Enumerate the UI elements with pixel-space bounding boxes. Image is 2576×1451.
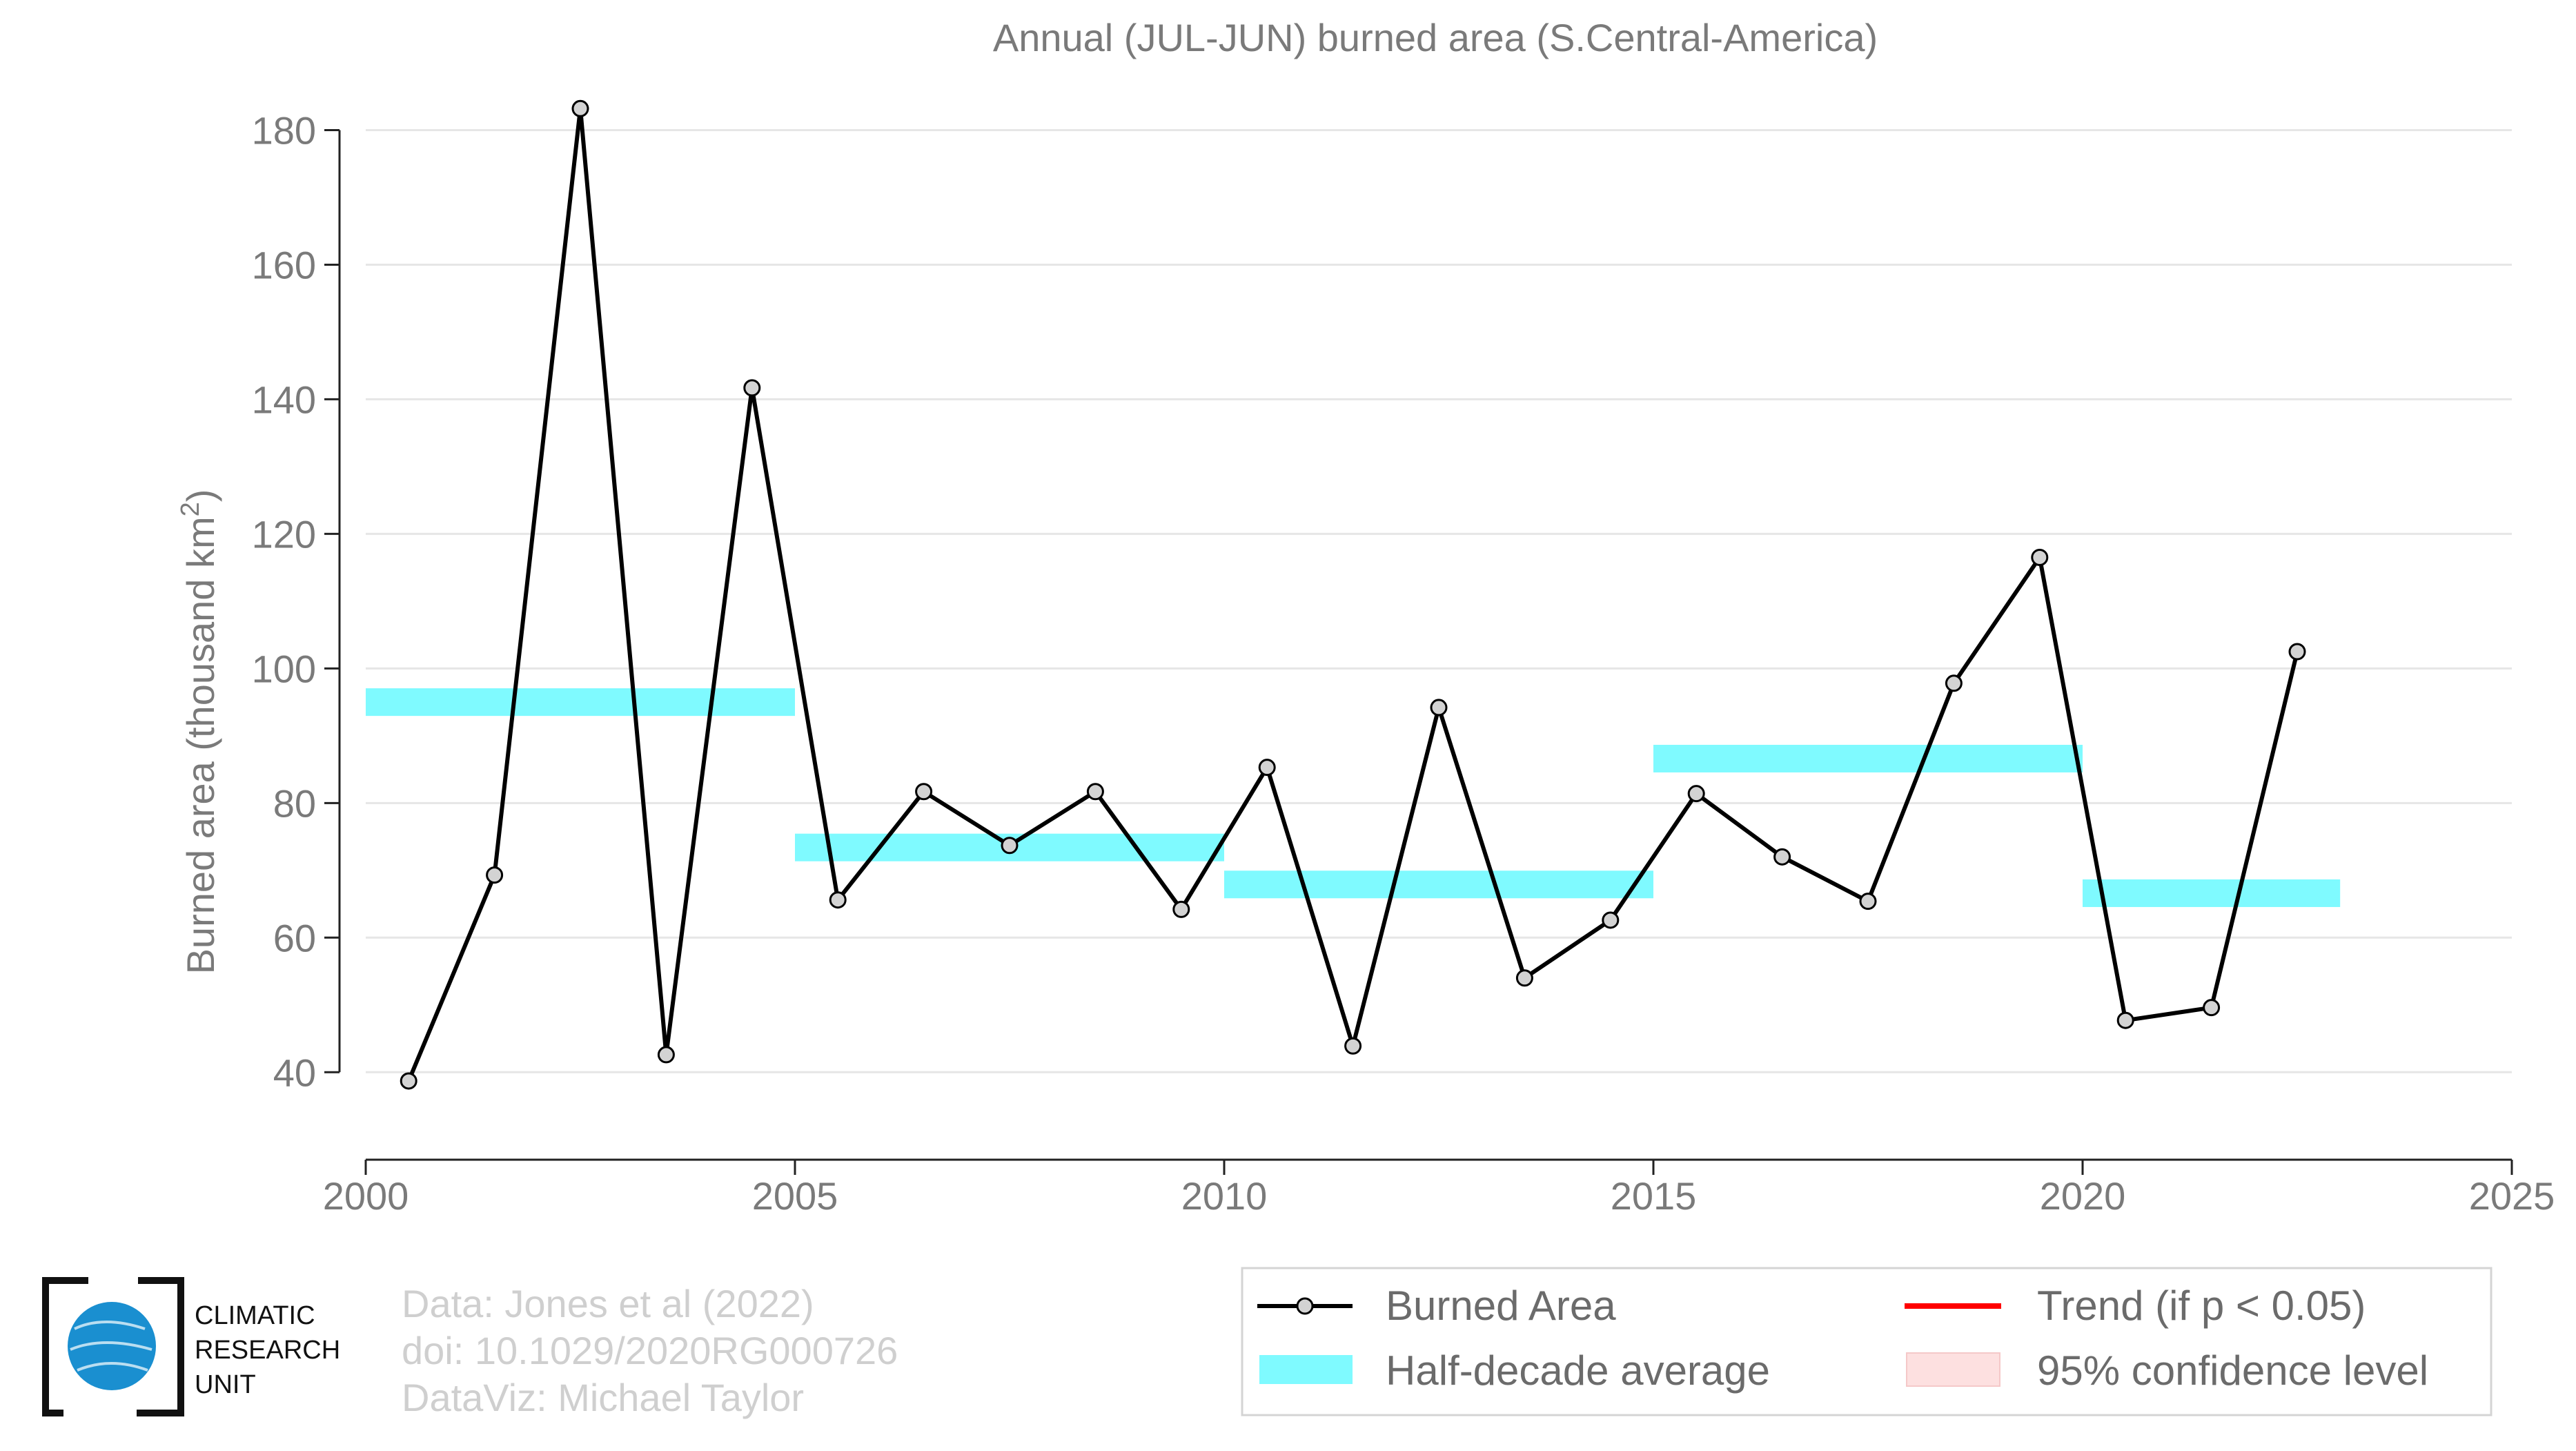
half-decade-bar [366,688,795,717]
credit-dataviz: DataViz: Michael Taylor [402,1376,804,1419]
burned-area-point [829,891,847,909]
burned-area-point [657,1046,675,1064]
grid-lines [366,128,2512,1073]
burned-area-line [406,106,2299,1082]
burned-area-point [1258,759,1276,777]
legend-box [1241,1267,2493,1416]
y-tick-label: 160 [252,243,316,286]
y-tick-label: 80 [273,781,316,825]
x-tick-label: 2010 [1181,1174,1268,1218]
x-tick-label: 2025 [2469,1174,2555,1218]
credit-data: Data: Jones et al (2022) [402,1282,814,1325]
y-tick-label: 180 [252,108,316,152]
logo-bracket-left [42,1277,88,1416]
burned-area-point [1602,911,1620,929]
x-tick-label: 2020 [2040,1174,2126,1218]
axes: 40 60 80 100 120 140 160 180 2000 2005 2010 2015 202… [252,108,2555,1218]
logo-line-1: CLIMATIC [195,1301,315,1330]
burned-area-point [1687,785,1705,803]
legend-label-half-decade: Half-decade average [1386,1347,1770,1394]
chart-title: Annual (JUL-JUN) burned area (S.Central-… [993,16,1878,59]
y-tick-label: 120 [252,512,316,556]
y-tick-label: 140 [252,378,316,421]
logo-bracket-right [137,1277,184,1416]
y-tick-label: 100 [252,647,316,690]
burned-area-point [743,379,761,397]
burned-area-point [1430,699,1448,717]
burned-area-point [1086,783,1104,801]
x-tick-label: 2005 [752,1174,838,1218]
legend-label-confidence: 95% confidence level [2037,1347,2428,1394]
burned-area-point [2203,999,2221,1017]
burned-area-series [400,99,2306,1090]
y-axis-label: Burned area (thousand km2) [176,489,222,975]
burned-area-point [1859,893,1877,910]
x-tick-label: 2015 [1611,1174,1697,1218]
logo-line-2: RESEARCH [195,1336,340,1365]
burned-area-point [400,1072,417,1090]
burned-area-point [1172,900,1190,918]
y-tick-label: 60 [273,916,316,960]
legend-label-trend: Trend (if p < 0.05) [2037,1283,2366,1329]
x-tick-label: 2000 [323,1174,409,1218]
burned-area-point [1001,837,1019,855]
cru-logo: CLIMATIC RESEARCH UNIT [42,1277,340,1416]
half-decade-bands [366,688,2341,907]
y-tick-label: 40 [273,1051,316,1094]
burned-area-point [571,99,589,117]
legend-half-decade-swatch [1259,1355,1353,1384]
burned-area-point [1515,969,1533,987]
burned-area-point [915,783,933,801]
half-decade-bar [1653,744,2083,772]
legend-label-burned-area: Burned Area [1386,1283,1616,1329]
burned-area-point [1773,848,1791,866]
burned-area-point [1344,1037,1362,1055]
half-decade-bar [2083,879,2341,907]
burned-area-point [2116,1011,2134,1029]
burned-area-point [2031,549,2049,567]
legend-burned-area-marker [1296,1297,1314,1315]
legend-confidence-swatch [1906,1352,2000,1387]
burned-area-point [2288,643,2306,661]
credit-doi: doi: 10.1029/2020RG000726 [402,1329,898,1372]
logo-line-3: UNIT [195,1370,256,1399]
burned-area-point [1945,674,1963,692]
half-decade-bar [1224,870,1653,899]
legend: Burned Area Trend (if p < 0.05) Half-dec… [1241,1267,2493,1416]
burned-area-point [486,866,504,884]
